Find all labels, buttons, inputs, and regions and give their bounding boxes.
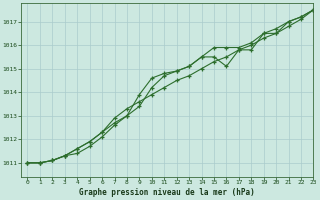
X-axis label: Graphe pression niveau de la mer (hPa): Graphe pression niveau de la mer (hPa): [79, 188, 255, 197]
